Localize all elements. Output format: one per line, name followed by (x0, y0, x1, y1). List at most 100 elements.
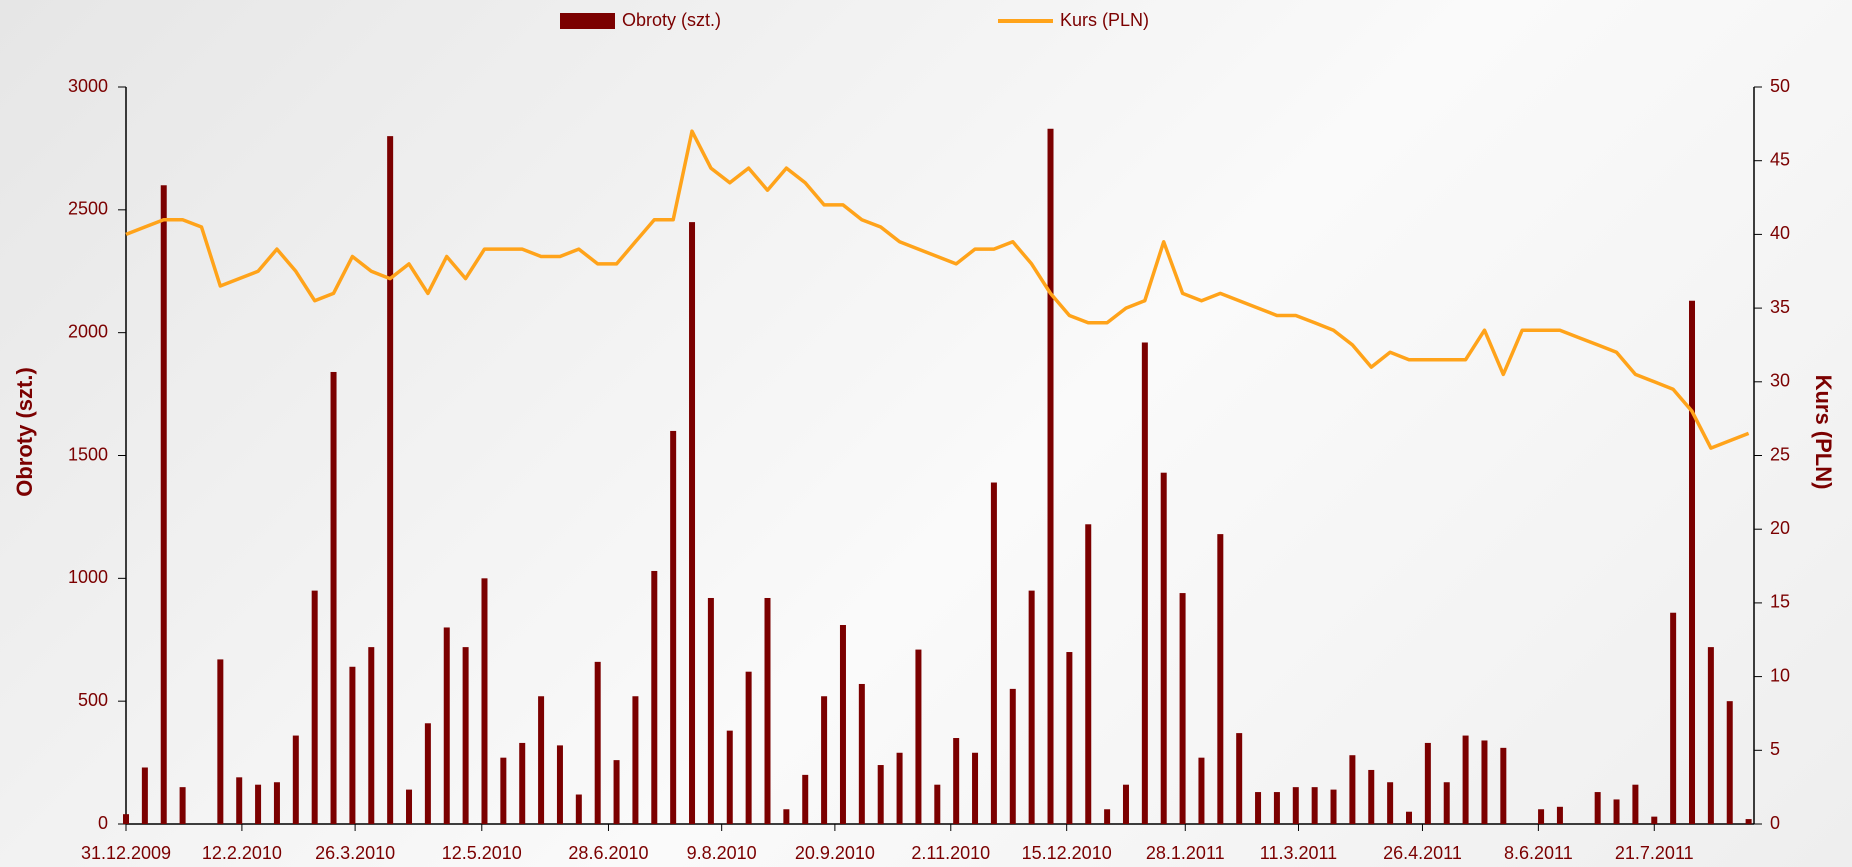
bar (349, 666, 356, 824)
x-tick-label: 28.6.2010 (568, 843, 648, 863)
bar (1009, 688, 1016, 824)
bar (443, 627, 450, 824)
bar (1141, 342, 1148, 824)
y-tick-label: 0 (98, 813, 108, 833)
bar (651, 570, 658, 824)
bar (160, 185, 167, 824)
bar (236, 777, 243, 824)
bar (1330, 789, 1337, 824)
bar (594, 661, 601, 824)
x-tick-label: 20.9.2010 (795, 843, 875, 863)
bar (877, 765, 884, 824)
y-axis-title: Obroty (szt.) (12, 367, 37, 497)
bar (915, 649, 922, 824)
y-tick-label: 500 (78, 690, 108, 710)
bar (1424, 742, 1431, 824)
bar (689, 222, 696, 824)
bar (1387, 782, 1394, 824)
bar (726, 730, 733, 824)
y2-tick-label: 50 (1770, 76, 1790, 96)
y2-tick-label: 15 (1770, 592, 1790, 612)
bar (934, 784, 941, 824)
bar (123, 814, 129, 824)
x-tick-label: 9.8.2010 (687, 843, 757, 863)
bar (896, 752, 903, 824)
x-tick-label: 11.3.2011 (1260, 843, 1337, 863)
bar (783, 809, 790, 824)
bar (1198, 757, 1205, 824)
bar (330, 371, 337, 824)
bar (1236, 733, 1243, 824)
x-tick-label: 21.7.2011 (1615, 843, 1694, 863)
bar (613, 760, 620, 824)
x-tick-label: 8.6.2011 (1504, 843, 1573, 863)
x-tick-label: 26.3.2010 (315, 843, 395, 863)
y2-tick-label: 45 (1770, 149, 1790, 169)
bar (1670, 612, 1677, 824)
bar (1179, 593, 1186, 824)
bar (1349, 755, 1356, 824)
bar (858, 683, 865, 824)
bar (1632, 784, 1639, 824)
bar (1556, 806, 1563, 824)
bar (255, 784, 262, 824)
bar (1085, 524, 1092, 824)
bar (217, 659, 224, 824)
bar (707, 597, 714, 824)
bar (1726, 701, 1733, 824)
bar (1273, 792, 1280, 824)
y2-tick-label: 30 (1770, 371, 1790, 391)
y-tick-label: 1000 (68, 567, 108, 587)
y-tick-label: 3000 (68, 76, 108, 96)
x-tick-label: 15.12.2010 (1022, 843, 1112, 863)
bar (839, 625, 846, 824)
y2-tick-label: 25 (1770, 444, 1790, 464)
legend-label: Kurs (PLN) (1060, 10, 1149, 30)
bar (1368, 769, 1375, 824)
bar (575, 794, 582, 824)
bar (632, 696, 639, 824)
bar (1104, 809, 1111, 824)
bar (764, 597, 771, 824)
bar (292, 735, 299, 824)
bar (311, 590, 318, 824)
bar (462, 647, 469, 824)
bar (1311, 787, 1318, 824)
x-tick-label: 28.1.2011 (1146, 843, 1225, 863)
bar (1651, 816, 1658, 824)
bar (1028, 590, 1035, 824)
bar (1594, 792, 1601, 824)
y2-tick-label: 35 (1770, 297, 1790, 317)
bar (1481, 740, 1488, 824)
bar (821, 696, 828, 824)
x-tick-label: 31.12.2009 (81, 843, 171, 863)
y-tick-label: 1500 (68, 444, 108, 464)
bar (424, 723, 431, 824)
bar (500, 757, 507, 824)
bar (519, 742, 526, 824)
bar (1443, 782, 1450, 824)
y2-tick-label: 5 (1770, 739, 1780, 759)
y2-axis-title: Kurs (PLN) (1811, 375, 1836, 490)
bar (1160, 472, 1167, 824)
bar (1292, 787, 1299, 824)
bar (1689, 300, 1696, 825)
y-tick-label: 2000 (68, 321, 108, 341)
bar (141, 767, 148, 824)
bar (1613, 799, 1620, 824)
bar (1745, 819, 1752, 824)
bar (556, 745, 563, 824)
x-tick-label: 12.5.2010 (442, 843, 522, 863)
bar (179, 787, 186, 824)
bar (1500, 747, 1507, 824)
bar (1066, 652, 1073, 824)
bar (387, 136, 394, 825)
bar (1405, 811, 1412, 824)
y2-tick-label: 10 (1770, 665, 1790, 685)
x-tick-label: 26.4.2011 (1383, 843, 1462, 863)
legend-label: Obroty (szt.) (622, 10, 721, 30)
bar (406, 789, 413, 824)
y2-tick-label: 20 (1770, 518, 1790, 538)
bar (368, 647, 375, 824)
